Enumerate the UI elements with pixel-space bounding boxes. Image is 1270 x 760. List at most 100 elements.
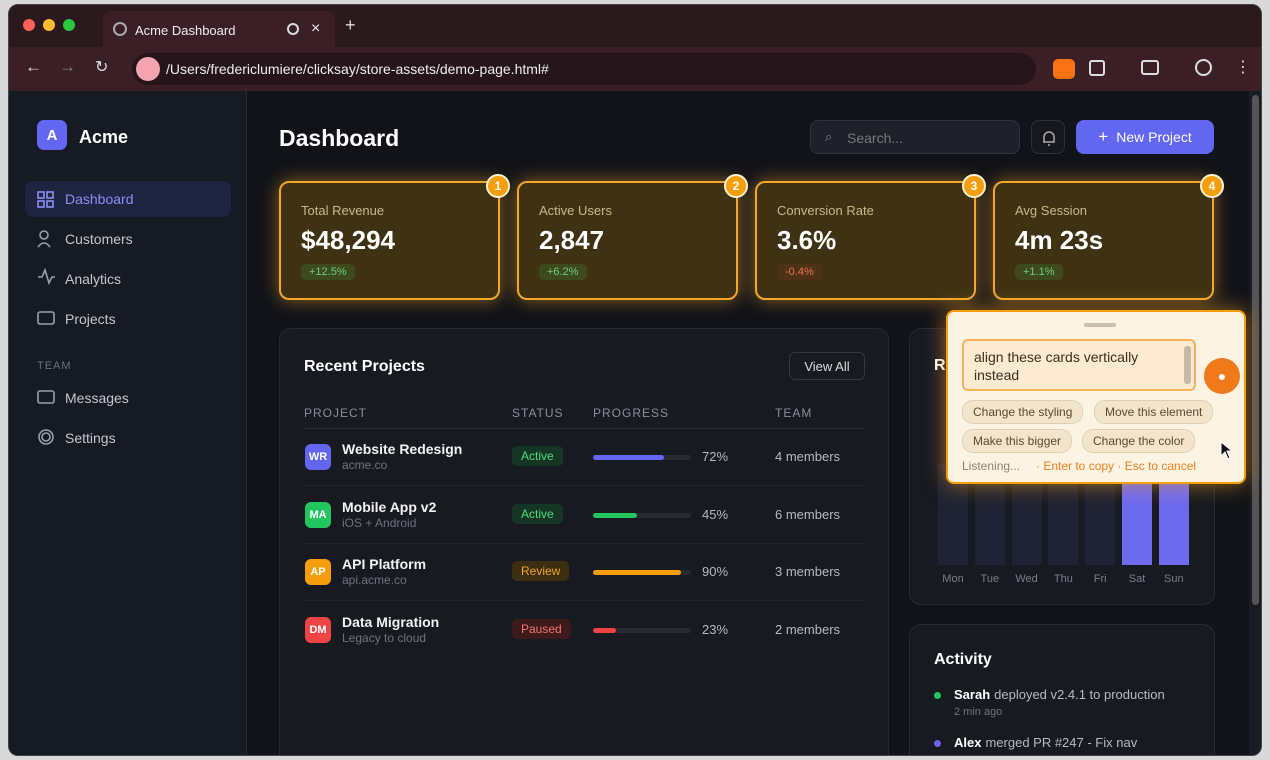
- suggestion-chip[interactable]: Change the styling: [962, 400, 1084, 424]
- max-dot[interactable]: [63, 19, 75, 31]
- divider: [304, 600, 864, 601]
- panel-title: Activity: [934, 651, 992, 668]
- button-label: New Project: [1116, 129, 1192, 145]
- scroll-thumb[interactable]: [1252, 95, 1259, 605]
- new-project-button[interactable]: + New Project: [1076, 120, 1214, 154]
- day-label: Wed: [1015, 573, 1038, 585]
- day-bar: [1011, 471, 1042, 565]
- stat-change: +12.5%: [301, 264, 355, 280]
- project-name: Mobile App v2: [342, 498, 437, 515]
- avatar: DM: [305, 616, 331, 643]
- divider: [304, 542, 864, 544]
- stat-change: -0.4%: [777, 264, 822, 280]
- team: 2 members: [775, 621, 841, 637]
- team: 4 members: [775, 449, 841, 464]
- project-name: API Platform: [342, 556, 427, 572]
- suggestion-chip[interactable]: Make this bigger: [962, 429, 1073, 453]
- stat-card[interactable]: Active Users 2,847 +6.2%: [517, 181, 738, 300]
- tab-close[interactable]: ×: [311, 20, 321, 37]
- voice-popup: align these cards vertically instead ● C…: [946, 310, 1246, 484]
- profile[interactable]: [1195, 59, 1212, 76]
- progress-label: 90%: [702, 564, 729, 579]
- project-sub: acme.co: [342, 458, 388, 472]
- stat-change: +6.2%: [539, 264, 587, 280]
- progress-label: 45%: [702, 506, 729, 522]
- nav-item[interactable]: Settings: [65, 430, 116, 446]
- nav-item[interactable]: Analytics: [65, 271, 122, 287]
- progress-bar: [593, 455, 664, 460]
- stat-card[interactable]: Conversion Rate 3.6% -0.4%: [755, 181, 976, 300]
- stat-label: Avg Session: [1015, 203, 1088, 218]
- step-badge: 4: [1200, 174, 1224, 198]
- projects-panel: Recent Projects View All PROJECT STATUS PR…: [279, 328, 889, 755]
- view-all-button[interactable]: View All: [789, 352, 865, 380]
- scrollbar[interactable]: [1249, 91, 1261, 755]
- activity-user: Alex: [954, 735, 982, 750]
- progress-bar: [593, 627, 616, 633]
- tab[interactable]: Acme Dashboard ×: [103, 11, 335, 47]
- stat-card[interactable]: Total Revenue $48,294 +12.5%: [279, 181, 500, 300]
- nav-item[interactable]: Projects: [65, 311, 116, 327]
- notifications[interactable]: [1031, 120, 1065, 154]
- project-sub: iOS + Android: [342, 515, 417, 530]
- bell-icon: [1043, 131, 1055, 146]
- step-badge: 2: [724, 174, 748, 198]
- progress-track: [593, 627, 691, 633]
- avatar: MA: [305, 501, 331, 528]
- panel-title: R: [934, 357, 946, 374]
- logo: A: [37, 120, 67, 150]
- suggestion-chip[interactable]: Change the color: [1082, 429, 1196, 453]
- mic-button[interactable]: ●: [1204, 358, 1240, 394]
- url-text: /Users/fredericlumiere/clicksay/store-as…: [166, 61, 549, 77]
- close-dot[interactable]: [23, 19, 35, 31]
- activity-panel: Activity Sarah deployed v2.4.1 to product…: [909, 624, 1215, 755]
- column-header: STATUS: [512, 406, 564, 420]
- brand: Acme: [79, 127, 129, 147]
- drag-handle[interactable]: [1084, 323, 1116, 327]
- page-title: Dashboard: [279, 125, 400, 151]
- nav-item[interactable]: Messages: [65, 390, 129, 406]
- reload[interactable]: ↻: [95, 59, 109, 76]
- min-dot[interactable]: [43, 19, 55, 31]
- stat-value: 4m 23s: [1015, 225, 1104, 255]
- stat-value: 2,847: [539, 225, 605, 255]
- team: 6 members: [775, 506, 841, 522]
- progress-track: [593, 512, 691, 518]
- search-icon: ⌕: [825, 129, 833, 144]
- activity-text: merged PR #247 - Fix nav: [985, 735, 1138, 750]
- nav-item[interactable]: Dashboard: [25, 181, 231, 217]
- back[interactable]: ←: [25, 57, 42, 76]
- search-box[interactable]: ⌕ Search...: [810, 120, 1020, 154]
- activity-user: Sarah: [954, 687, 991, 702]
- status-pill: Paused: [512, 618, 571, 639]
- nav-item[interactable]: Customers: [65, 231, 133, 247]
- cast[interactable]: [1141, 60, 1159, 75]
- extension-icon[interactable]: [1053, 59, 1075, 79]
- extensions[interactable]: [1089, 60, 1105, 76]
- stat-card[interactable]: Avg Session 4m 23s +1.1%: [993, 181, 1214, 300]
- section-label: TEAM: [37, 360, 72, 372]
- plus: +: [1098, 127, 1109, 146]
- menu[interactable]: ⋮: [1235, 59, 1251, 76]
- progress-bar: [593, 512, 638, 518]
- project-name: Website Redesign: [342, 441, 463, 457]
- step-badge: 3: [962, 174, 986, 198]
- nav-icons: [37, 191, 55, 445]
- activity-line: Alex merged PR #247 - Fix nav: [954, 735, 1137, 750]
- progress-label: 72%: [702, 449, 729, 464]
- url-field[interactable]: /Users/fredericlumiere/clicksay/store-as…: [132, 53, 1036, 85]
- forward[interactable]: →: [59, 57, 76, 76]
- stat-value: $48,294: [301, 225, 395, 255]
- divider: [304, 428, 864, 429]
- stat-value: 3.6%: [777, 225, 837, 255]
- record-icon[interactable]: [287, 23, 299, 35]
- cursor: [1220, 441, 1234, 460]
- suggestion-chip[interactable]: Move this element: [1094, 400, 1214, 424]
- progress-track: [593, 455, 691, 460]
- new-tab[interactable]: +: [345, 15, 356, 35]
- day-label: Mon: [942, 573, 964, 585]
- activity-time: 2 min ago: [954, 706, 1003, 718]
- input-box[interactable]: align these cards vertically instead: [962, 339, 1196, 391]
- status-text: Listening...: [962, 459, 1021, 473]
